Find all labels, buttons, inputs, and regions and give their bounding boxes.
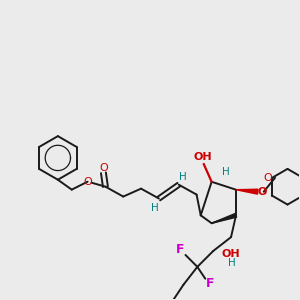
Text: H: H [228, 258, 236, 268]
Text: O: O [83, 177, 92, 187]
Polygon shape [212, 213, 237, 223]
Text: H: H [222, 167, 230, 177]
Text: OH: OH [194, 152, 212, 162]
Text: OH: OH [222, 249, 240, 259]
Text: O: O [99, 163, 108, 173]
Text: H: H [179, 172, 187, 182]
Text: O: O [257, 187, 266, 197]
Text: F: F [176, 244, 185, 256]
Polygon shape [236, 189, 258, 194]
Text: H: H [151, 203, 159, 214]
Text: O: O [264, 173, 272, 183]
Text: F: F [206, 277, 214, 290]
